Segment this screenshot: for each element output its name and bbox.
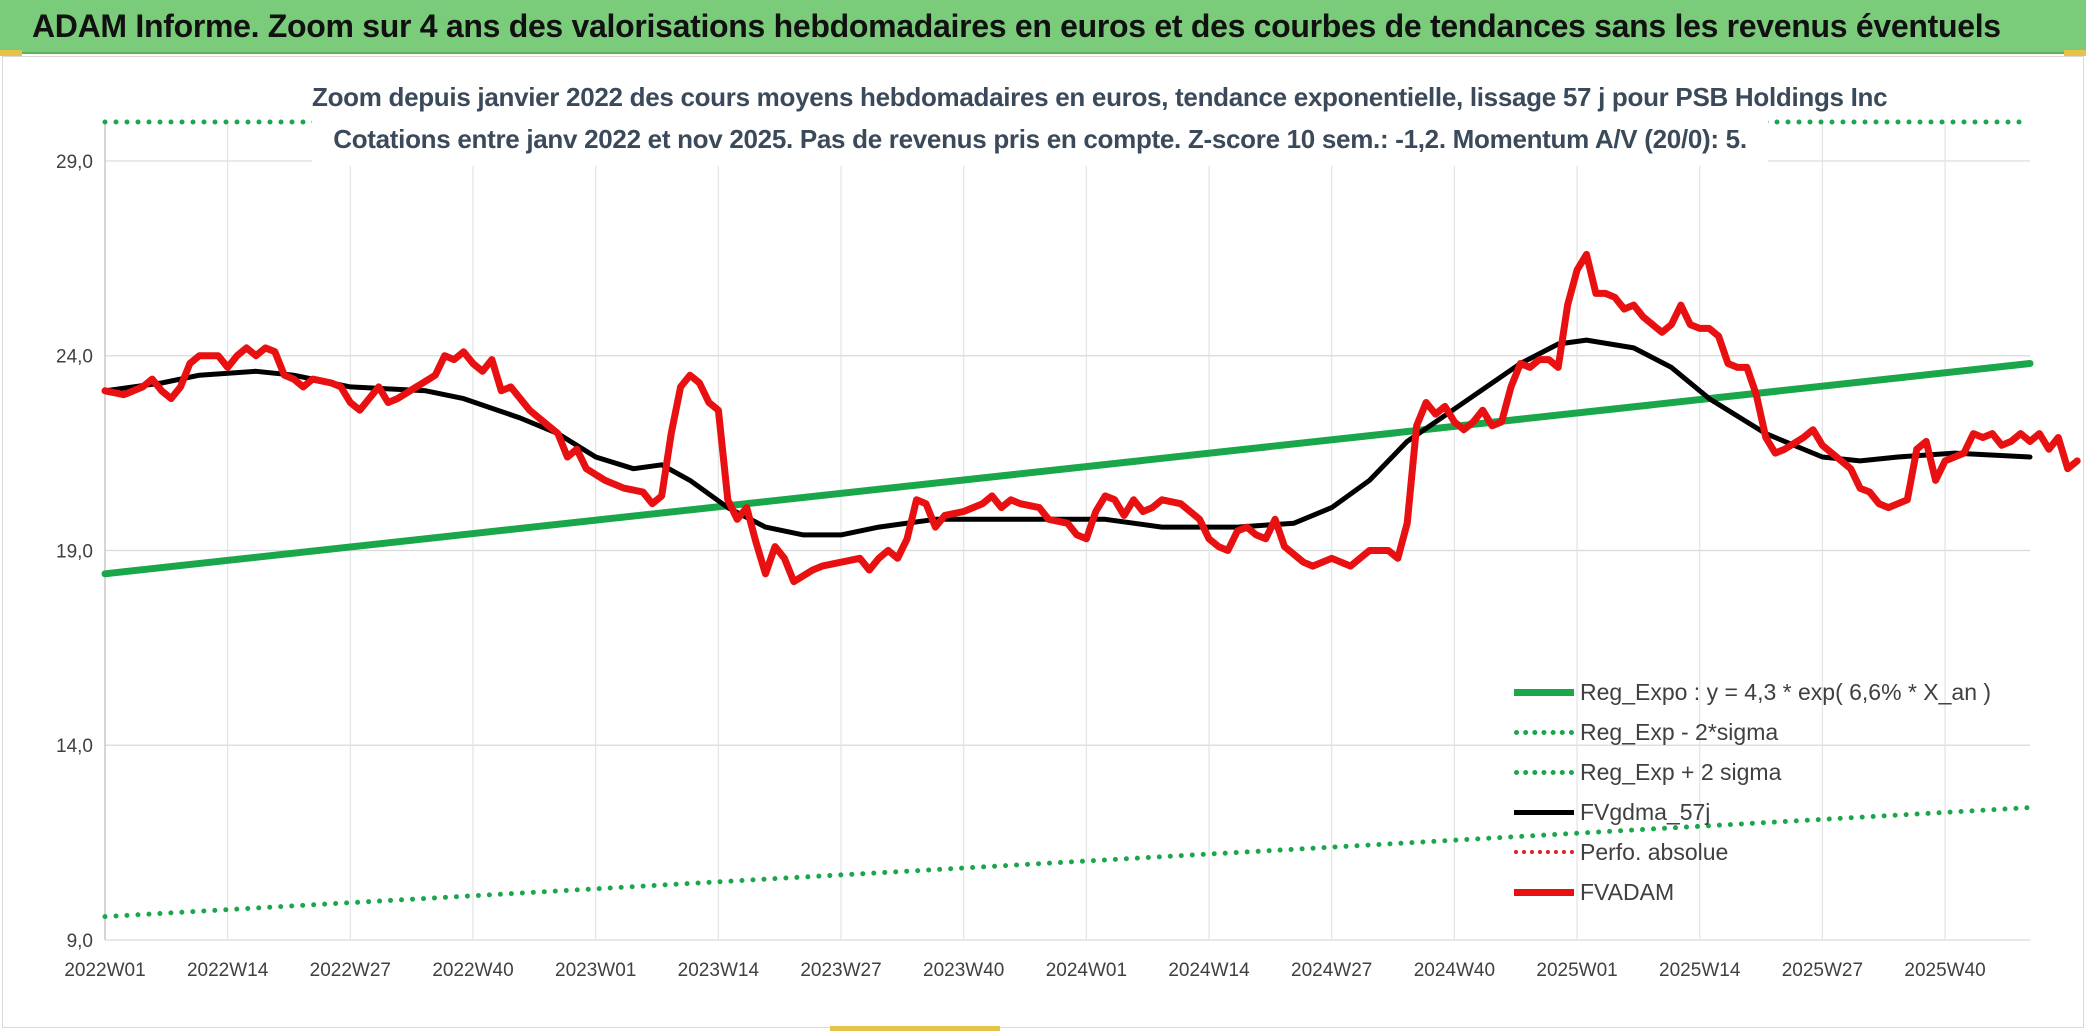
legend-item-perfo: Perfo. absolue (1514, 832, 2014, 872)
legend-label-reg-exp-minus: Reg_Exp - 2*sigma (1580, 718, 1779, 745)
y-tick-label: 24,0 (56, 347, 93, 368)
x-axis-ticks: 2022W01 2022W14 2022W27 2022W40 2023W01 2023W… (64, 960, 1985, 981)
legend-swatch-fvadam (1514, 888, 1574, 896)
x-tick-label: 2022W27 (310, 960, 391, 981)
chart-legend: Reg_Expo : y = 4,3 * exp( 6,6% * X_an ) … (1514, 672, 2014, 912)
banner-corner-right (2064, 50, 2086, 56)
x-tick-label: 2022W14 (187, 960, 269, 981)
legend-swatch-reg-expo (1514, 688, 1574, 696)
y-axis-ticks: 9,0 14,0 19,0 24,0 29,0 (56, 152, 93, 952)
x-tick-label: 2024W14 (1168, 960, 1250, 981)
reg-exp-minus-line (102, 805, 2033, 920)
chart-title: Zoom depuis janvier 2022 des cours moyen… (312, 82, 1888, 112)
legend-item-reg-expo: Reg_Expo : y = 4,3 * exp( 6,6% * X_an ) (1514, 672, 2014, 712)
legend-swatch-fvgdma (1514, 809, 1574, 815)
report-title: ADAM Informe. Zoom sur 4 ans des valoris… (32, 8, 2001, 44)
x-tick-label: 2025W40 (1904, 960, 1985, 981)
y-tick-label: 14,0 (56, 736, 93, 757)
chart-subtitle: Cotations entre janv 2022 et nov 2025. P… (333, 124, 1747, 154)
legend-label-perfo: Perfo. absolue (1580, 838, 1729, 865)
legend-item-fvgdma: FVgdma_57j (1514, 792, 2014, 832)
banner-corner-left (0, 50, 22, 56)
legend-item-reg-exp-plus: Reg_Exp + 2 sigma (1514, 752, 2014, 792)
x-tick-label: 2024W40 (1414, 960, 1495, 981)
x-tick-label: 2025W01 (1536, 960, 1617, 981)
y-tick-label: 19,0 (56, 541, 93, 562)
x-tick-label: 2024W27 (1291, 960, 1372, 981)
x-tick-label: 2022W40 (432, 960, 513, 981)
x-tick-label: 2022W01 (64, 960, 145, 981)
y-tick-label: 29,0 (56, 152, 93, 173)
x-tick-label: 2025W14 (1659, 960, 1741, 981)
legend-item-fvadam: FVADAM (1514, 872, 2014, 912)
legend-label-reg-expo: Reg_Expo : y = 4,3 * exp( 6,6% * X_an ) (1580, 678, 1992, 705)
x-tick-label: 2023W27 (800, 960, 881, 981)
x-tick-label: 2023W01 (555, 960, 636, 981)
legend-label-fvadam: FVADAM (1580, 878, 1675, 905)
chart-frame (2, 56, 2084, 1028)
x-tick-label: 2023W14 (678, 960, 760, 981)
legend-label-fvgdma: FVgdma_57j (1580, 798, 1711, 825)
fvadam-line (101, 250, 2081, 586)
reg-expo-line (101, 360, 2034, 578)
fvgdma-line (102, 337, 2033, 538)
y-tick-label: 9,0 (67, 931, 93, 952)
legend-swatch-perfo (1514, 850, 1574, 854)
x-tick-label: 2023W40 (923, 960, 1004, 981)
chart-title-box: Zoom depuis janvier 2022 des cours moyen… (312, 76, 1888, 166)
x-tick-label: 2025W27 (1782, 960, 1863, 981)
legend-label-reg-exp-plus: Reg_Exp + 2 sigma (1580, 758, 1782, 785)
bottom-marker (830, 1026, 1000, 1031)
chart-series (101, 119, 2081, 920)
legend-swatch-reg-exp-plus (1514, 769, 1574, 775)
x-tick-label: 2024W01 (1046, 960, 1127, 981)
legend-item-reg-exp-minus: Reg_Exp - 2*sigma (1514, 712, 2014, 752)
report-banner: ADAM Informe. Zoom sur 4 ans des valoris… (0, 0, 2086, 54)
legend-swatch-reg-exp-minus (1514, 729, 1574, 735)
